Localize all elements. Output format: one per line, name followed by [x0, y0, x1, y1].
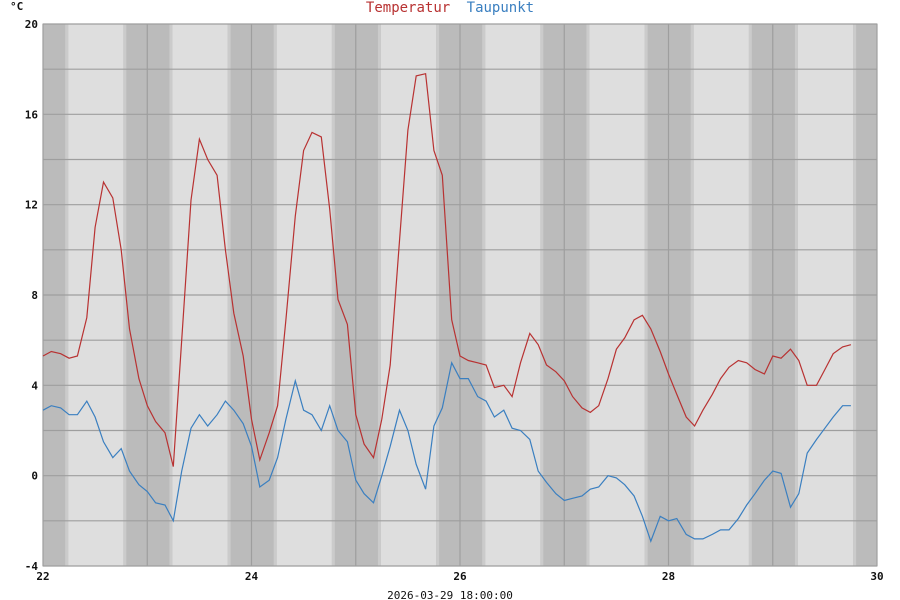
legend-taupunkt: Taupunkt	[467, 0, 534, 16]
y-tick-label: 4	[31, 379, 38, 392]
y-tick-label: 8	[31, 289, 38, 302]
axis-ticks: -4 0 4 8 12 16 20 22 24 26 28 30	[25, 18, 884, 583]
x-tick-label: 22	[36, 570, 49, 583]
series-lines	[42, 72, 852, 543]
y-tick-label: 20	[25, 18, 38, 31]
y-tick-label: 0	[31, 470, 38, 483]
y-tick-label: 16	[25, 108, 39, 121]
chart-title: Temperatur Taupunkt	[366, 0, 534, 16]
y-tick-label: 12	[25, 199, 38, 212]
plot-border	[42, 23, 878, 567]
x-tick-label: 30	[870, 570, 883, 583]
x-axis-timestamp-label: 2026-03-29 18:00:00	[387, 589, 513, 600]
series-line-temperatur	[42, 72, 852, 467]
series-line-taupunkt	[42, 361, 851, 543]
legend-temperatur: Temperatur	[366, 0, 450, 16]
grid	[42, 23, 878, 567]
y-axis-unit-label: °C	[10, 0, 23, 13]
x-tick-label: 24	[245, 570, 259, 583]
x-tick-label: 26	[453, 570, 467, 583]
y-tick-label: -4	[25, 560, 39, 573]
x-tick-label: 28	[662, 570, 675, 583]
